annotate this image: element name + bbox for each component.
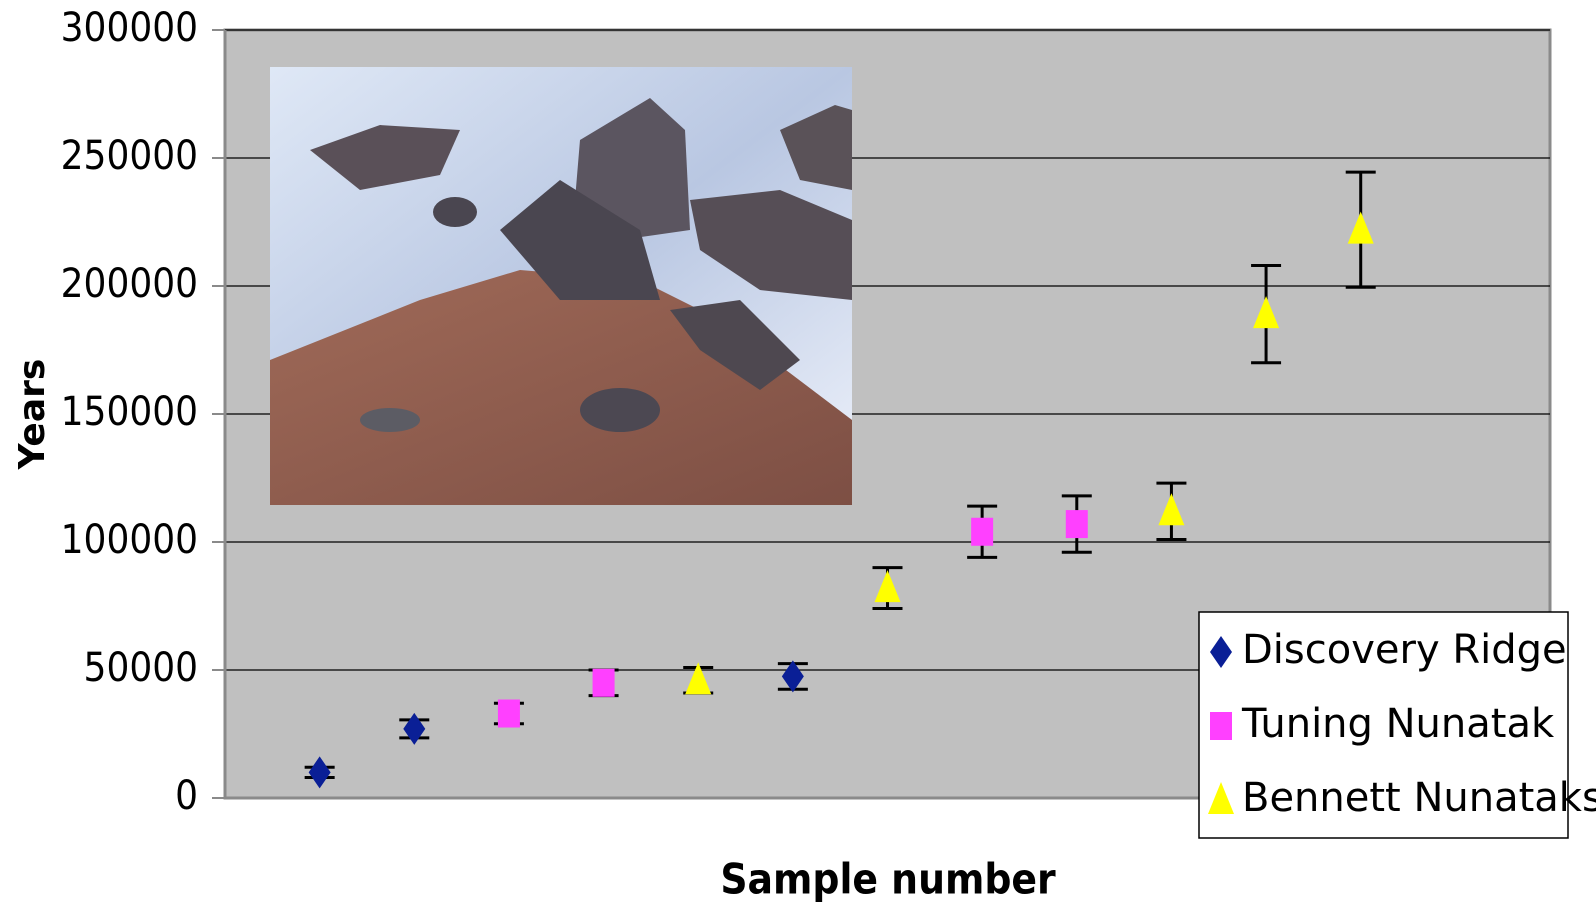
y-tick-label: 50000 <box>84 645 198 691</box>
point <box>497 699 520 728</box>
point <box>1347 211 1374 244</box>
point <box>781 660 804 693</box>
legend-label: Tuning Nunatak <box>1241 701 1555 747</box>
legend-marker <box>1210 636 1232 668</box>
y-tick-label: 150000 <box>61 389 198 435</box>
y-tick-label: 100000 <box>61 517 198 563</box>
y-tick-label: 0 <box>175 773 198 819</box>
marks <box>304 170 1376 789</box>
point <box>1065 510 1088 539</box>
y-tick-label: 250000 <box>61 133 198 179</box>
y-tick-label: 200000 <box>61 261 198 307</box>
legend-marker <box>1208 782 1234 814</box>
point <box>308 756 331 789</box>
point <box>1158 493 1185 526</box>
point <box>592 668 615 697</box>
legend-label: Discovery Ridge <box>1242 627 1567 673</box>
x-axis-title: Sample number <box>720 855 1056 904</box>
point <box>1253 296 1280 329</box>
y-axis-title: Years <box>12 359 53 471</box>
legend-marker <box>1210 712 1232 740</box>
point <box>971 517 994 546</box>
legend-label: Bennett Nunataks <box>1242 775 1596 821</box>
photo <box>270 67 852 505</box>
point <box>874 570 901 603</box>
y-tick-label: 300000 <box>61 5 198 51</box>
legend-box <box>1198 611 1569 839</box>
point <box>685 662 712 695</box>
point <box>403 712 426 745</box>
legend: Discovery Ridge Tuning Nunatak Bennett Nun… <box>1198 611 1596 839</box>
